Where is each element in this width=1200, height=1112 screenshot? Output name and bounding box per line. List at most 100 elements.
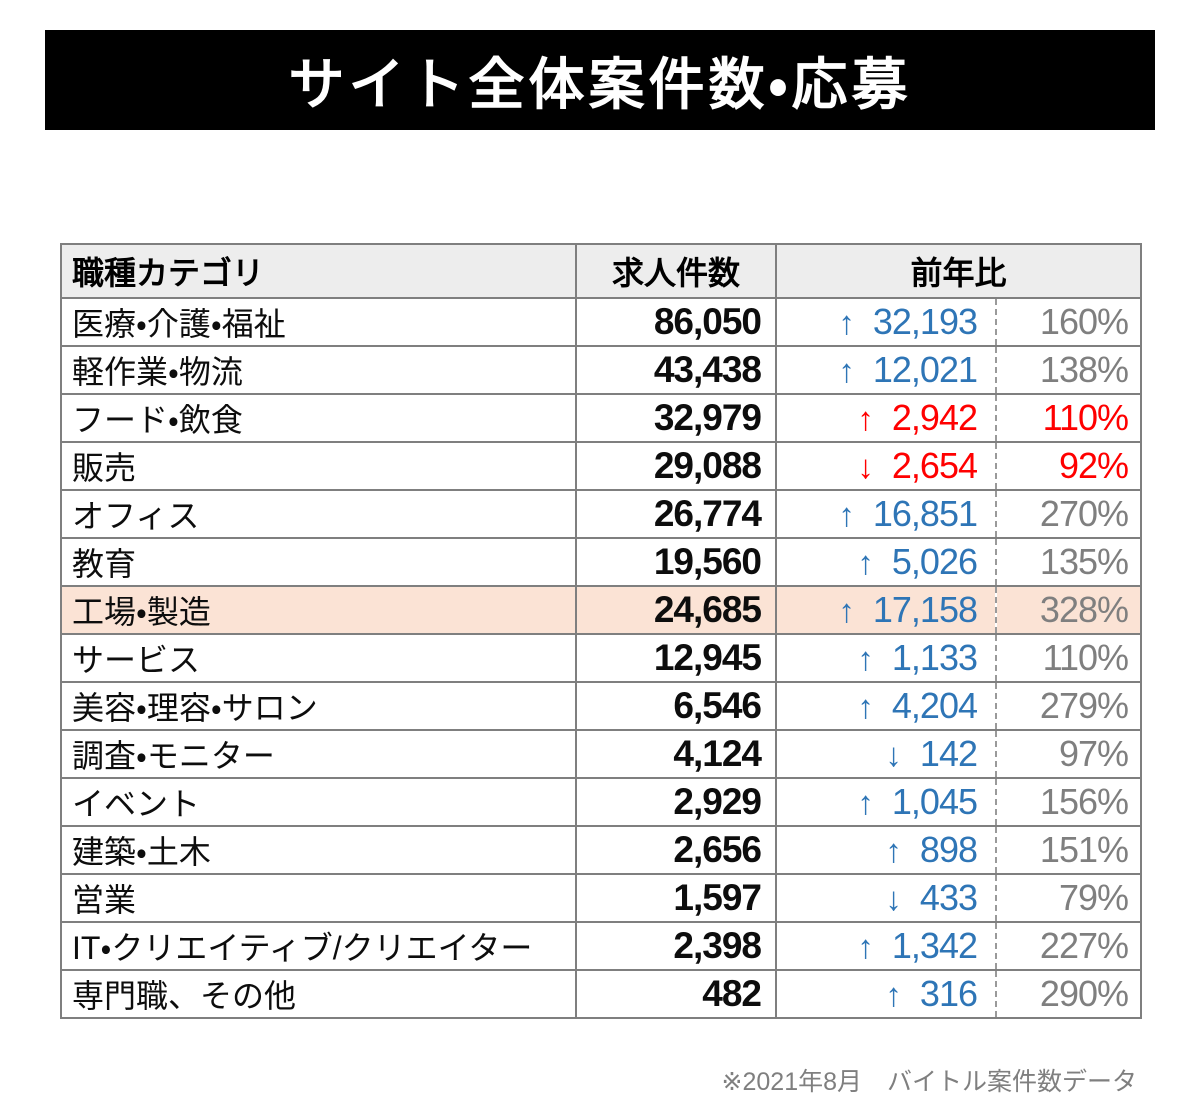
header-yoy: 前年比: [775, 243, 1142, 299]
count-cell: 86,050: [575, 297, 777, 347]
trend-arrow-icon: ↓: [885, 736, 901, 773]
yoy-change-value: 142: [919, 733, 978, 774]
yoy-percent-cell: 279%: [995, 681, 1142, 731]
yoy-change-value: 1,342: [891, 925, 978, 966]
count-cell: 6,546: [575, 681, 777, 731]
yoy-percent-cell: 328%: [995, 585, 1142, 635]
yoy-change-value: 1,045: [891, 781, 978, 822]
count-cell: 29,088: [575, 441, 777, 491]
trend-arrow-icon: ↑: [857, 400, 873, 437]
count-cell: 1,597: [575, 873, 777, 923]
header-category: 職種カテゴリ: [60, 243, 577, 299]
yoy-change-cell: ↓ 142: [775, 729, 997, 779]
header-count: 求人件数: [575, 243, 777, 299]
category-cell: 調査・モニター: [60, 729, 577, 779]
yoy-percent-cell: 160%: [995, 297, 1142, 347]
yoy-change-cell: ↑ 12,021: [775, 345, 997, 395]
trend-arrow-icon: ↑: [857, 640, 873, 677]
yoy-change-cell: ↑ 1,133: [775, 633, 997, 683]
trend-arrow-icon: ↑: [838, 304, 854, 341]
yoy-change-value: 16,851: [872, 493, 978, 534]
yoy-change-cell: ↑ 16,851: [775, 489, 997, 539]
table-row: 建築・土木 2,656 ↑ 898 151%: [60, 825, 1142, 875]
yoy-change-value: 2,942: [891, 397, 978, 438]
yoy-change-cell: ↑ 32,193: [775, 297, 997, 347]
trend-arrow-icon: ↑: [857, 688, 873, 725]
table-row: フード・飲食 32,979 ↑ 2,942 110%: [60, 393, 1142, 443]
table-row: 営業 1,597 ↓ 433 79%: [60, 873, 1142, 923]
yoy-change-cell: ↓ 433: [775, 873, 997, 923]
table-row: 専門職、その他 482 ↑ 316 290%: [60, 969, 1142, 1019]
table-row: サービス 12,945 ↑ 1,133 110%: [60, 633, 1142, 683]
yoy-change-cell: ↑ 5,026: [775, 537, 997, 587]
trend-arrow-icon: ↓: [857, 448, 873, 485]
count-cell: 2,398: [575, 921, 777, 971]
table-row: 医療・介護・福祉 86,050 ↑ 32,193 160%: [60, 297, 1142, 347]
trend-arrow-icon: ↓: [885, 880, 901, 917]
yoy-change-value: 2,654: [891, 445, 978, 486]
category-cell: 専門職、その他: [60, 969, 577, 1019]
trend-arrow-icon: ↑: [838, 592, 854, 629]
yoy-change-value: 433: [919, 877, 978, 918]
category-cell: イベント: [60, 777, 577, 827]
category-cell: 美容・理容・サロン: [60, 681, 577, 731]
yoy-change-cell: ↑ 2,942: [775, 393, 997, 443]
category-cell: オフィス: [60, 489, 577, 539]
table-row: 美容・理容・サロン 6,546 ↑ 4,204 279%: [60, 681, 1142, 731]
category-cell: 医療・介護・福祉: [60, 297, 577, 347]
job-category-table: 職種カテゴリ 求人件数 前年比 医療・介護・福祉 86,050 ↑ 32,193…: [60, 243, 1142, 1019]
title-banner: サイト全体案件数・応募: [45, 30, 1155, 130]
trend-arrow-icon: ↑: [885, 832, 901, 869]
table-row: 調査・モニター 4,124 ↓ 142 97%: [60, 729, 1142, 779]
yoy-change-cell: ↑ 1,045: [775, 777, 997, 827]
yoy-change-cell: ↑ 316: [775, 969, 997, 1019]
count-cell: 482: [575, 969, 777, 1019]
yoy-change-cell: ↑ 4,204: [775, 681, 997, 731]
yoy-percent-cell: 138%: [995, 345, 1142, 395]
yoy-change-cell: ↑ 17,158: [775, 585, 997, 635]
yoy-change-value: 316: [919, 973, 978, 1014]
table-row: 教育 19,560 ↑ 5,026 135%: [60, 537, 1142, 587]
trend-arrow-icon: ↑: [857, 928, 873, 965]
category-cell: 販売: [60, 441, 577, 491]
yoy-change-value: 1,133: [891, 637, 978, 678]
yoy-percent-cell: 156%: [995, 777, 1142, 827]
category-cell: IT・クリエイティブ/クリエイター: [60, 921, 577, 971]
count-cell: 24,685: [575, 585, 777, 635]
yoy-change-value: 4,204: [891, 685, 978, 726]
yoy-change-value: 32,193: [872, 301, 978, 342]
count-cell: 2,929: [575, 777, 777, 827]
table-row: オフィス 26,774 ↑ 16,851 270%: [60, 489, 1142, 539]
yoy-percent-cell: 290%: [995, 969, 1142, 1019]
count-cell: 26,774: [575, 489, 777, 539]
table-body: 医療・介護・福祉 86,050 ↑ 32,193 160% 軽作業・物流 43,…: [60, 297, 1142, 1019]
count-cell: 2,656: [575, 825, 777, 875]
table-row: 販売 29,088 ↓ 2,654 92%: [60, 441, 1142, 491]
yoy-change-cell: ↑ 1,342: [775, 921, 997, 971]
count-cell: 12,945: [575, 633, 777, 683]
table-row: イベント 2,929 ↑ 1,045 156%: [60, 777, 1142, 827]
count-cell: 19,560: [575, 537, 777, 587]
yoy-percent-cell: 110%: [995, 393, 1142, 443]
yoy-change-cell: ↓ 2,654: [775, 441, 997, 491]
count-cell: 32,979: [575, 393, 777, 443]
category-cell: 軽作業・物流: [60, 345, 577, 395]
trend-arrow-icon: ↑: [838, 496, 854, 533]
category-cell: 工場・製造: [60, 585, 577, 635]
table-header-row: 職種カテゴリ 求人件数 前年比: [60, 243, 1142, 299]
table-row: 軽作業・物流 43,438 ↑ 12,021 138%: [60, 345, 1142, 395]
category-cell: サービス: [60, 633, 577, 683]
yoy-percent-cell: 92%: [995, 441, 1142, 491]
yoy-percent-cell: 151%: [995, 825, 1142, 875]
page-title: サイト全体案件数・応募: [288, 52, 912, 116]
yoy-change-value: 898: [919, 829, 978, 870]
trend-arrow-icon: ↑: [838, 352, 854, 389]
table-row: IT・クリエイティブ/クリエイター 2,398 ↑ 1,342 227%: [60, 921, 1142, 971]
yoy-change-value: 17,158: [872, 589, 978, 630]
category-cell: 建築・土木: [60, 825, 577, 875]
yoy-percent-cell: 79%: [995, 873, 1142, 923]
yoy-percent-cell: 270%: [995, 489, 1142, 539]
yoy-percent-cell: 135%: [995, 537, 1142, 587]
yoy-percent-cell: 97%: [995, 729, 1142, 779]
yoy-change-value: 12,021: [872, 349, 978, 390]
